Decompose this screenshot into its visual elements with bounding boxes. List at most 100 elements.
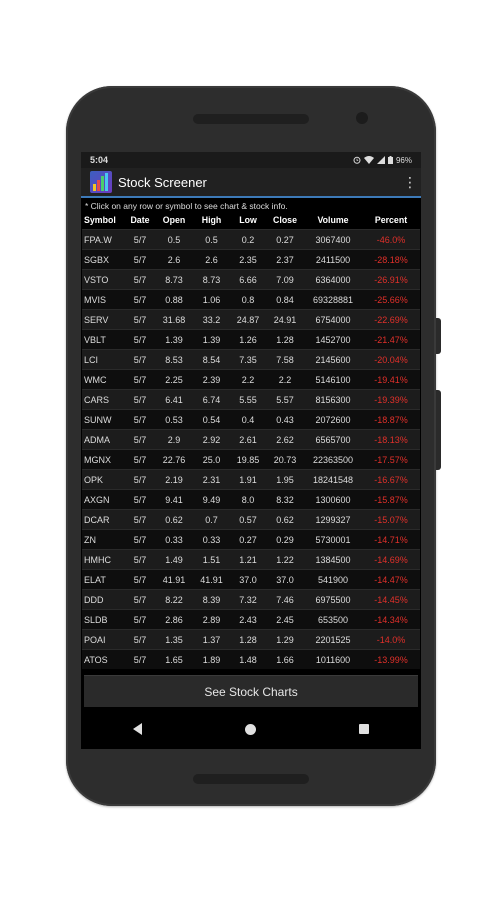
cell-open: 2.6 xyxy=(155,249,193,270)
cell-open: 22.76 xyxy=(155,449,193,470)
cell-symbol[interactable]: OPK xyxy=(82,469,125,490)
table-row[interactable]: MGNX 5/7 22.76 25.0 19.85 20.73 22363500 -17.57… xyxy=(82,449,420,470)
cell-close: 0.43 xyxy=(266,409,304,430)
column-header-low[interactable]: Low xyxy=(239,215,257,225)
table-row[interactable]: VBLT 5/7 1.39 1.39 1.26 1.28 1452700 -21.47% xyxy=(82,329,420,350)
cell-percent: -15.07% xyxy=(362,509,420,530)
table-row[interactable]: VSTO 5/7 8.73 8.73 6.66 7.09 6364000 -26.91% xyxy=(82,269,420,290)
table-row[interactable]: ZN 5/7 0.33 0.33 0.27 0.29 5730001 -14.71% xyxy=(82,529,420,550)
cell-symbol[interactable]: SLDB xyxy=(82,609,125,630)
table-row[interactable]: LCI 5/7 8.53 8.54 7.35 7.58 2145600 -20.04% xyxy=(82,349,420,370)
cell-open: 0.62 xyxy=(155,509,193,530)
cell-open: 2.86 xyxy=(155,609,193,630)
cell-symbol[interactable]: SUNW xyxy=(82,409,125,430)
cell-low: 0.57 xyxy=(230,509,266,530)
column-header-volume[interactable]: Volume xyxy=(317,215,349,225)
cell-symbol[interactable]: HMHC xyxy=(82,549,125,570)
stock-table: Symbol Date Open High Low Close Volume P… xyxy=(82,211,420,669)
cell-symbol[interactable]: LCI xyxy=(82,349,125,370)
table-row[interactable]: FPA.W 5/7 0.5 0.5 0.2 0.27 3067400 -46.0% xyxy=(82,229,420,250)
cell-volume: 3067400 xyxy=(304,229,362,250)
column-header-percent[interactable]: Percent xyxy=(374,215,408,225)
cell-symbol[interactable]: AXGN xyxy=(82,489,125,510)
cell-symbol[interactable]: ZN xyxy=(82,529,125,550)
cell-percent: -15.87% xyxy=(362,489,420,510)
table-row[interactable]: AXGN 5/7 9.41 9.49 8.0 8.32 1300600 -15.87% xyxy=(82,489,420,510)
cell-close: 7.09 xyxy=(266,269,304,290)
cell-low: 2.61 xyxy=(230,429,266,450)
cell-high: 0.5 xyxy=(193,229,230,250)
table-row[interactable]: SUNW 5/7 0.53 0.54 0.4 0.43 2072600 -18.87% xyxy=(82,409,420,430)
cell-percent: -16.67% xyxy=(362,469,420,490)
table-row[interactable]: CARS 5/7 6.41 6.74 5.55 5.57 8156300 -19.39% xyxy=(82,389,420,410)
cell-date: 5/7 xyxy=(125,489,155,510)
cell-symbol[interactable]: ATOS xyxy=(82,649,125,669)
cell-low: 1.91 xyxy=(230,469,266,490)
cell-symbol[interactable]: SGBX xyxy=(82,249,125,270)
table-row[interactable]: ADMA 5/7 2.9 2.92 2.61 2.62 6565700 -18.13% xyxy=(82,429,420,450)
table-row[interactable]: SERV 5/7 31.68 33.2 24.87 24.91 6754000 -22.69% xyxy=(82,309,420,330)
column-header-symbol[interactable]: Symbol xyxy=(84,215,116,225)
cell-open: 8.22 xyxy=(155,589,193,610)
cell-volume: 541900 xyxy=(304,569,362,590)
battery-percent: 96% xyxy=(395,155,412,165)
cell-symbol[interactable]: SERV xyxy=(82,309,125,330)
cell-open: 0.5 xyxy=(155,229,193,250)
table-row[interactable]: MVIS 5/7 0.88 1.06 0.8 0.84 69328881 -25.66% xyxy=(82,289,420,310)
table-row[interactable]: POAI 5/7 1.35 1.37 1.28 1.29 2201525 -14.0% xyxy=(82,629,420,650)
cell-high: 0.33 xyxy=(193,529,230,550)
cell-low: 24.87 xyxy=(230,309,266,330)
cell-symbol[interactable]: MVIS xyxy=(82,289,125,310)
cell-symbol[interactable]: DCAR xyxy=(82,509,125,530)
table-row[interactable]: ATOS 5/7 1.65 1.89 1.48 1.66 1011600 -13.99% xyxy=(82,649,420,669)
cell-percent: -19.41% xyxy=(362,369,420,390)
cell-close: 24.91 xyxy=(266,309,304,330)
cell-high: 2.39 xyxy=(193,369,230,390)
table-row[interactable]: OPK 5/7 2.19 2.31 1.91 1.95 18241548 -16.67% xyxy=(82,469,420,490)
cell-symbol[interactable]: ADMA xyxy=(82,429,125,450)
table-row[interactable]: DDD 5/7 8.22 8.39 7.32 7.46 6975500 -14.45% xyxy=(82,589,420,610)
cell-low: 0.2 xyxy=(230,229,266,250)
cell-symbol[interactable]: POAI xyxy=(82,629,125,650)
home-icon[interactable] xyxy=(244,723,256,735)
column-header-open[interactable]: Open xyxy=(162,215,186,225)
cell-symbol[interactable]: DDD xyxy=(82,589,125,610)
cell-low: 8.0 xyxy=(230,489,266,510)
screen: 5:04 96% xyxy=(81,152,421,749)
overflow-menu-icon[interactable]: ⋮ xyxy=(403,174,417,190)
back-icon[interactable] xyxy=(132,723,142,735)
cell-symbol[interactable]: ELAT xyxy=(82,569,125,590)
cell-close: 2.2 xyxy=(266,369,304,390)
cell-symbol[interactable]: WMC xyxy=(82,369,125,390)
column-header-date[interactable]: Date xyxy=(130,215,150,225)
cell-symbol[interactable]: VBLT xyxy=(82,329,125,350)
cell-open: 1.35 xyxy=(155,629,193,650)
see-stock-charts-button[interactable]: See Stock Charts xyxy=(84,675,418,707)
app-bar: Stock Screener ⋮ xyxy=(81,168,421,198)
cell-symbol[interactable]: CARS xyxy=(82,389,125,410)
cell-percent: -13.99% xyxy=(362,649,420,669)
cell-open: 9.41 xyxy=(155,489,193,510)
cell-symbol[interactable]: FPA.W xyxy=(82,229,125,250)
recents-icon[interactable] xyxy=(359,724,370,734)
cell-volume: 1011600 xyxy=(304,649,362,669)
table-row[interactable]: ELAT 5/7 41.91 41.91 37.0 37.0 541900 -14.47% xyxy=(82,569,420,590)
cell-volume: 6975500 xyxy=(304,589,362,610)
column-header-high[interactable]: High xyxy=(201,215,222,225)
table-row[interactable]: HMHC 5/7 1.49 1.51 1.21 1.22 1384500 -14.69% xyxy=(82,549,420,570)
cell-symbol[interactable]: MGNX xyxy=(82,449,125,470)
cell-high: 0.54 xyxy=(193,409,230,430)
column-header-close[interactable]: Close xyxy=(273,215,297,225)
table-row[interactable]: WMC 5/7 2.25 2.39 2.2 2.2 5146100 -19.41% xyxy=(82,369,420,390)
cell-symbol[interactable]: VSTO xyxy=(82,269,125,290)
cell-high: 33.2 xyxy=(193,309,230,330)
table-row[interactable]: SGBX 5/7 2.6 2.6 2.35 2.37 2411500 -28.18% xyxy=(82,249,420,270)
cell-open: 0.33 xyxy=(155,529,193,550)
table-row[interactable]: DCAR 5/7 0.62 0.7 0.57 0.62 1299327 -15.07% xyxy=(82,509,420,530)
cell-percent: -22.69% xyxy=(362,309,420,330)
cell-low: 0.27 xyxy=(230,529,266,550)
table-row[interactable]: SLDB 5/7 2.86 2.89 2.43 2.45 653500 -14.34% xyxy=(82,609,420,630)
cell-close: 20.73 xyxy=(266,449,304,470)
cell-percent: -14.34% xyxy=(362,609,420,630)
cell-open: 1.49 xyxy=(155,549,193,570)
